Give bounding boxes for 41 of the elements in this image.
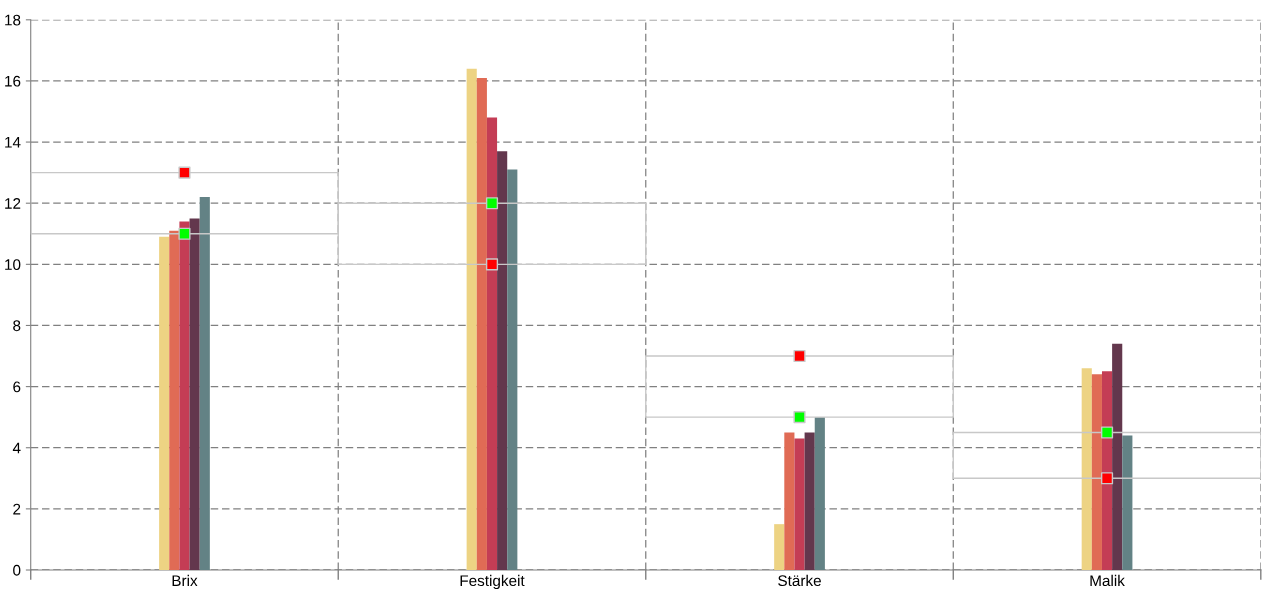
- point: [485, 258, 499, 271]
- bar: [486, 117, 498, 570]
- point: [178, 166, 191, 179]
- y-tick-label: 18: [5, 14, 21, 26]
- x-tick-label: Brix: [172, 574, 198, 586]
- y-tick-label: 14: [5, 137, 21, 148]
- bar: [794, 438, 805, 570]
- point: [793, 411, 806, 424]
- y-tick-label: 12: [5, 198, 21, 209]
- y-tick-label: 2: [13, 503, 21, 515]
- point: [793, 349, 806, 363]
- x-tick-label: Festigkeit: [460, 574, 525, 590]
- point: [1100, 472, 1114, 485]
- bar: [774, 524, 785, 570]
- y-tick-label: 16: [5, 75, 21, 87]
- bar: [1081, 368, 1092, 570]
- bar: [466, 68, 477, 570]
- bar: [169, 230, 180, 570]
- y-tick-label: 8: [13, 320, 21, 332]
- bar: [804, 432, 815, 570]
- bar: [476, 77, 487, 570]
- x-tick-label: Stärke: [778, 574, 821, 587]
- bar: [159, 236, 170, 570]
- bar: [784, 432, 795, 570]
- y-tick-label: 0: [13, 564, 21, 576]
- y-tick-label: 6: [13, 381, 21, 393]
- point: [178, 227, 191, 240]
- point: [485, 197, 499, 210]
- bar: [1112, 343, 1123, 570]
- bar: [179, 221, 190, 570]
- bar: [497, 151, 508, 570]
- y-tick-label: 10: [5, 259, 21, 271]
- bar: [814, 417, 825, 570]
- bar: [1091, 374, 1102, 570]
- bar: [1122, 435, 1133, 570]
- y-tick-label: 4: [12, 442, 21, 454]
- bar: [507, 169, 518, 570]
- point: [1100, 426, 1114, 439]
- bar: [199, 197, 210, 570]
- x-tick-label: Malik: [1090, 574, 1125, 587]
- bar: [189, 218, 200, 570]
